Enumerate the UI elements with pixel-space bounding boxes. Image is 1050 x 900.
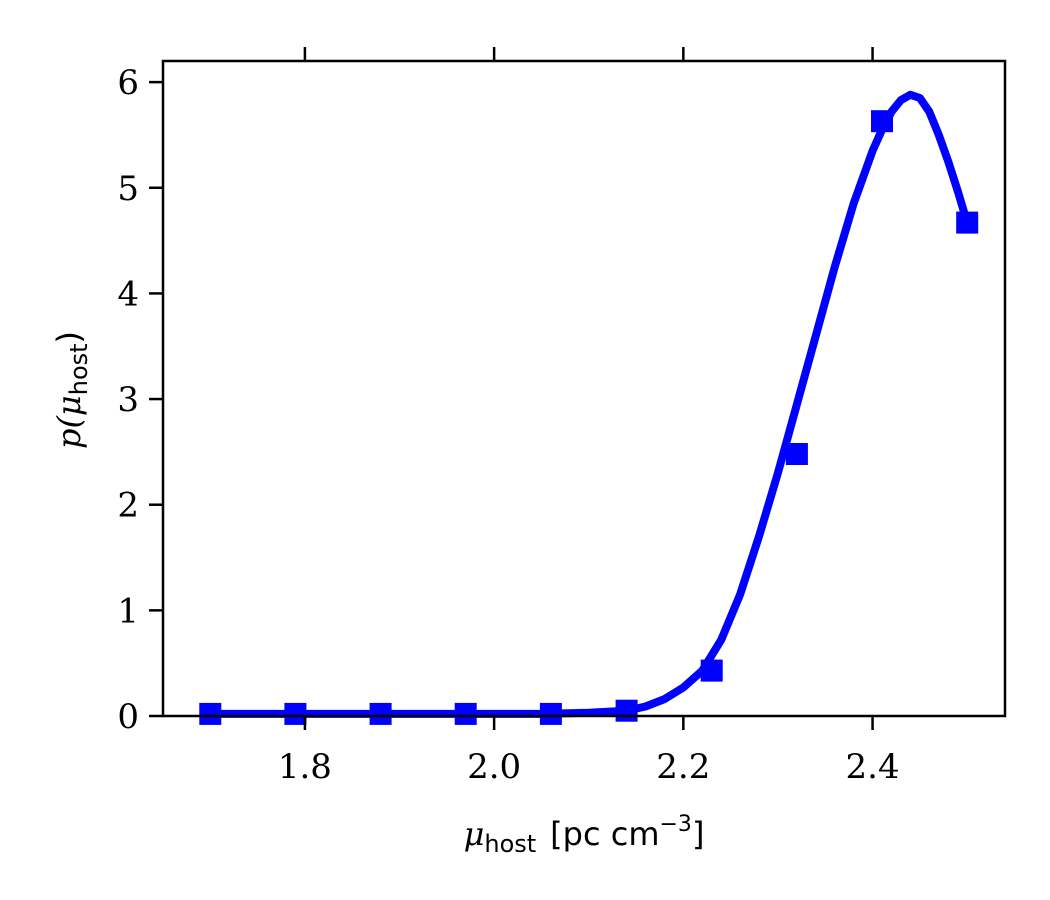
y-tick-label: 2 <box>117 486 139 526</box>
data-point-marker <box>615 699 638 722</box>
data-point-marker <box>956 211 979 234</box>
series-line <box>210 90 972 718</box>
y-tick-label: 3 <box>117 380 139 420</box>
y-tick-label: 5 <box>117 169 139 209</box>
y-axis-label-subscript: host <box>65 343 93 395</box>
x-axis-label: μhost [pc cm−3] <box>464 812 705 858</box>
y-tick-label: 4 <box>117 274 139 314</box>
data-point-marker <box>369 702 392 725</box>
y-tick-label: 6 <box>117 63 139 103</box>
y-axis-label-main: p(μ <box>50 395 88 449</box>
x-tick-label: 1.8 <box>278 747 332 787</box>
x-axis-label-subscript: host <box>484 830 536 858</box>
y-tick-label: 0 <box>117 697 139 737</box>
data-point-marker <box>454 702 477 725</box>
x-axis-label-units-close: ] <box>692 815 704 853</box>
data-point-marker <box>700 659 723 682</box>
data-layer <box>199 90 979 725</box>
x-tick-label: 2.0 <box>467 747 521 787</box>
x-axis-label-units-exponent: −3 <box>660 812 692 837</box>
data-point-marker <box>199 702 222 725</box>
tick-layer: 1.8 2.0 2.2 2.4 0 1 2 3 4 5 6 <box>117 47 900 787</box>
y-tick-label: 1 <box>117 591 139 631</box>
x-axis-label-units: [pc cm <box>550 815 659 853</box>
y-axis-label-close: ) <box>50 331 88 343</box>
data-point-marker <box>284 702 307 725</box>
data-point-marker <box>871 110 893 133</box>
plot-area: 1.8 2.0 2.2 2.4 0 1 2 3 4 5 6 <box>117 47 1007 787</box>
data-point-marker <box>785 443 808 465</box>
x-tick-label: 2.2 <box>656 747 710 787</box>
data-point-marker <box>539 702 562 725</box>
y-axis-label: p(μhost) <box>50 331 93 449</box>
axes-frame <box>161 59 1007 718</box>
x-tick-label: 2.4 <box>846 747 900 787</box>
x-axis-label-symbol: μ <box>464 815 485 853</box>
